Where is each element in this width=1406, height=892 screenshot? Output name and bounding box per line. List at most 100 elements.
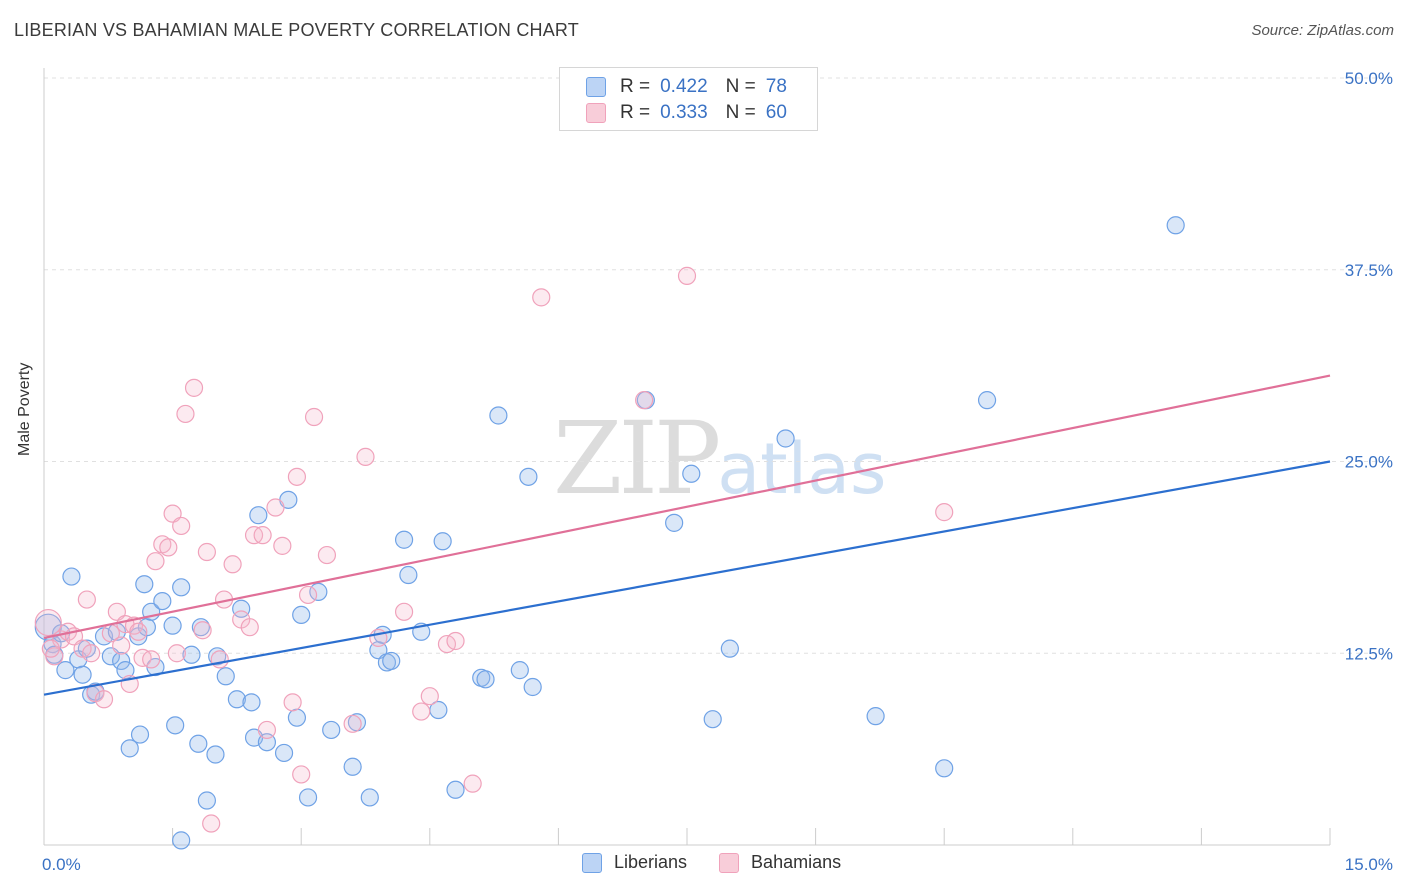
watermark-zip: ZIP <box>553 400 721 517</box>
liberian-point-49 <box>360 788 379 807</box>
liberian-point-63 <box>510 661 529 680</box>
legend-label-bahamians: Bahamians <box>751 852 842 872</box>
grid-lines <box>44 77 1390 654</box>
legend-r-liberians: 0.422 <box>660 76 708 97</box>
liberian-point-26 <box>172 578 191 597</box>
legend-label-liberians: Liberians <box>614 852 688 872</box>
legend-r-bahamians: 0.333 <box>660 102 708 123</box>
liberian-point-33 <box>216 667 235 686</box>
liberians-points <box>34 216 1185 850</box>
liberian-point-43 <box>292 605 311 625</box>
watermark-atlas: atlas <box>717 428 887 510</box>
liberian-point-69 <box>703 710 722 729</box>
y-tick-label-0: 12.5% <box>1345 644 1393 663</box>
liberian-point-19 <box>135 575 154 594</box>
bahamian-point-29 <box>202 814 221 833</box>
liberian-point-72 <box>866 707 885 726</box>
bahamian-point-54 <box>463 774 482 793</box>
bahamian-point-11 <box>107 602 126 621</box>
legend-swatch-bahamians <box>719 852 740 873</box>
bahamian-point-39 <box>273 536 292 555</box>
bahamian-point-58 <box>935 503 954 522</box>
liberian-point-29 <box>191 618 210 637</box>
liberian-point-71 <box>776 429 795 448</box>
bahamian-point-9 <box>94 690 114 709</box>
bahamian-point-45 <box>317 545 337 565</box>
bahamian-point-19 <box>146 552 165 571</box>
liberian-point-4 <box>56 661 75 680</box>
legend-n-liberians: 78 <box>765 76 787 97</box>
bahamian-point-55 <box>532 288 551 307</box>
bahamian-point-47 <box>356 447 375 466</box>
legend-swatch-liberians <box>586 77 606 97</box>
legend-n-bahamians: 60 <box>765 102 787 123</box>
bahamian-point-56 <box>635 391 654 410</box>
bahamian-trend-line <box>43 374 1331 639</box>
legend-item-bahamians[interactable]: Bahamians <box>719 852 841 873</box>
bahamian-point-53 <box>446 631 465 651</box>
liberian-point-7 <box>73 665 92 684</box>
bahamian-point-50 <box>412 702 431 721</box>
legend-n-label: N = <box>725 102 756 123</box>
bahamian-point-26 <box>184 378 204 397</box>
y-tick-label-3: 50.0% <box>1345 69 1393 88</box>
liberian-point-58 <box>433 532 452 551</box>
liberian-point-18 <box>130 725 150 744</box>
bahamian-point-32 <box>223 555 242 574</box>
axes <box>43 68 1331 846</box>
chart-title: LIBERIAN VS BAHAMIAN MALE POVERTY CORREL… <box>14 20 580 40</box>
bahamian-point-43 <box>298 585 318 605</box>
bahamian-point-38 <box>266 498 285 517</box>
bahamian-point-46 <box>343 714 362 733</box>
liberian-point-5 <box>62 567 81 586</box>
x-tick-label-min: 0.0% <box>42 855 81 874</box>
bahamian-point-51 <box>420 687 439 706</box>
bahamian-point-0 <box>34 608 62 637</box>
legend-item-liberians[interactable]: Liberians <box>582 852 687 873</box>
series-legend: Liberians Bahamians <box>582 852 873 873</box>
legend-n-label: N = <box>725 76 756 97</box>
liberian-point-23 <box>153 591 172 611</box>
liberian-point-65 <box>523 677 542 697</box>
legend-r-label: R = <box>620 102 651 123</box>
liberian-point-55 <box>399 565 418 585</box>
bahamian-point-6 <box>77 590 96 609</box>
liberian-point-24 <box>163 616 182 635</box>
liberian-point-16 <box>120 739 139 758</box>
bahamian-point-42 <box>292 765 311 784</box>
trend-lines <box>43 374 1331 696</box>
liberian-point-67 <box>665 513 684 532</box>
bahamian-point-24 <box>172 516 191 536</box>
watermark: ZIPatlas <box>553 400 886 517</box>
liberian-point-61 <box>476 670 495 689</box>
liberian-point-75 <box>1166 216 1185 235</box>
liberian-point-70 <box>720 639 739 658</box>
liberian-point-68 <box>682 464 701 483</box>
legend-swatch-bahamians <box>586 103 606 123</box>
liberian-point-53 <box>382 651 401 671</box>
liberian-point-47 <box>343 757 362 776</box>
liberian-point-36 <box>242 693 261 712</box>
liberian-point-59 <box>446 780 465 799</box>
bahamian-point-23 <box>167 644 186 663</box>
liberian-point-42 <box>287 708 307 727</box>
bahamian-point-40 <box>283 693 302 712</box>
bahamian-point-34 <box>240 618 259 637</box>
y-tick-label-2: 37.5% <box>1345 261 1393 280</box>
liberian-point-27 <box>182 645 201 664</box>
bahamian-point-21 <box>159 538 178 557</box>
liberian-point-73 <box>935 759 954 778</box>
bahamian-point-30 <box>210 650 229 669</box>
bahamian-point-16 <box>129 622 148 641</box>
liberian-point-64 <box>519 467 538 486</box>
liberian-point-74 <box>977 391 997 410</box>
bahamian-point-28 <box>197 542 216 562</box>
liberian-point-25 <box>166 716 185 735</box>
y-tick-label-1: 25.0% <box>1345 453 1393 472</box>
liberian-point-35 <box>232 599 251 618</box>
bahamian-point-22 <box>163 504 182 523</box>
legend-swatch-liberians <box>582 852 602 873</box>
x-tick-label-max: 15.0% <box>1345 855 1393 874</box>
liberian-point-40 <box>274 743 294 763</box>
